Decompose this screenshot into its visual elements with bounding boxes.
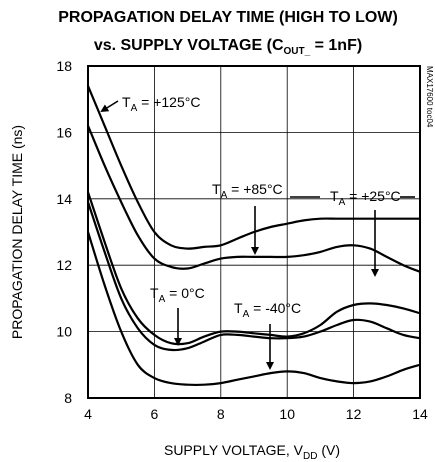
annotation-label-0c: TA = 0°C xyxy=(150,285,205,305)
series-lines xyxy=(86,84,422,387)
annotation-label-85c: TA = +85°C xyxy=(212,181,283,201)
x-axis-label-sub: DD xyxy=(303,451,317,462)
x-tick-label: 10 xyxy=(279,406,295,422)
x-tick-label: 14 xyxy=(412,406,428,422)
chart-title-line2-tail: = 1nF) xyxy=(310,37,362,54)
chart-title-line2-sub: OUT_ xyxy=(284,46,311,57)
annotation-0c-sub: A xyxy=(159,294,166,305)
annotation-label-25c: TA = +25°C xyxy=(330,188,401,208)
annotation-25c-post: = +25°C xyxy=(345,188,400,204)
annotation-25c-pre: T xyxy=(330,188,339,204)
series-line-0c xyxy=(86,201,422,352)
y-tick-label: 16 xyxy=(56,124,72,140)
tick-labels: 4 6 8 10 12 14 8 10 12 14 16 18 xyxy=(56,58,428,422)
annotation-minus40c-post: = -40°C xyxy=(249,300,301,316)
y-tick-label: 12 xyxy=(56,257,72,273)
x-tick-label: 8 xyxy=(217,406,225,422)
annotation-85c-pre: T xyxy=(212,181,221,197)
annotation-125c-pre: T xyxy=(122,94,131,110)
y-axis-label: PROPAGATION DELAY TIME (ns) xyxy=(9,125,25,339)
annotation-label-125c: TA = +125°C xyxy=(122,94,200,114)
annotation-125c-post: = +125°C xyxy=(137,94,200,110)
annotation-85c-sub: A xyxy=(221,190,228,201)
annotation-minus40c-pre: T xyxy=(234,300,243,316)
chart-title-line2-main: vs. SUPPLY VOLTAGE (C xyxy=(94,37,284,54)
plot-frame xyxy=(87,65,421,399)
annotation-minus40c-sub: A xyxy=(243,309,250,320)
y-tick-label: 14 xyxy=(56,191,72,207)
series-line-85c xyxy=(86,124,422,273)
chart-title-line2: vs. SUPPLY VOLTAGE (COUT_ = 1nF) xyxy=(94,37,362,57)
chart-title-line1: PROPAGATION DELAY TIME (HIGH TO LOW) xyxy=(58,9,398,26)
y-tick-label: 8 xyxy=(64,390,72,406)
leader-arrow-125c xyxy=(100,100,119,113)
series-line-25c xyxy=(86,191,422,346)
series-line-125c xyxy=(86,84,422,250)
x-tick-label: 6 xyxy=(151,406,159,422)
x-axis-label: SUPPLY VOLTAGE, VDD (V) xyxy=(164,442,340,462)
x-axis-label-tail: (V) xyxy=(317,442,340,458)
x-axis-label-main: SUPPLY VOLTAGE, V xyxy=(164,442,304,458)
annotation-125c-sub: A xyxy=(131,103,138,114)
annotation-0c-pre: T xyxy=(150,285,159,301)
x-tick-label: 4 xyxy=(84,406,92,422)
x-tick-label: 12 xyxy=(346,406,362,422)
y-tick-label: 10 xyxy=(56,324,72,340)
annotations: TA = +125°C TA = +85°C TA = +25°C TA = 0… xyxy=(100,94,415,370)
annotation-label-minus40c: TA = -40°C xyxy=(234,300,301,320)
grid xyxy=(88,66,420,398)
annotation-85c-post: = +85°C xyxy=(227,181,282,197)
annotation-25c-sub: A xyxy=(339,197,346,208)
series-line-minus40c xyxy=(86,230,422,387)
y-tick-label: 18 xyxy=(56,58,72,74)
side-label: MAX17600 toc04 xyxy=(425,66,434,128)
annotation-0c-post: = 0°C xyxy=(165,285,204,301)
